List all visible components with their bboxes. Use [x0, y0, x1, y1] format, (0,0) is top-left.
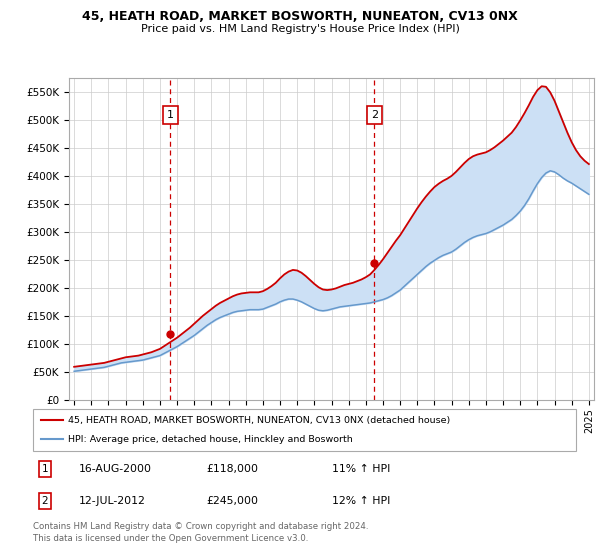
- Text: Price paid vs. HM Land Registry's House Price Index (HPI): Price paid vs. HM Land Registry's House …: [140, 24, 460, 34]
- Text: 11% ↑ HPI: 11% ↑ HPI: [332, 464, 390, 474]
- Text: Contains HM Land Registry data © Crown copyright and database right 2024.
This d: Contains HM Land Registry data © Crown c…: [33, 522, 368, 543]
- Text: 12% ↑ HPI: 12% ↑ HPI: [332, 496, 390, 506]
- Text: £245,000: £245,000: [207, 496, 259, 506]
- Text: 1: 1: [41, 464, 48, 474]
- Text: 1: 1: [167, 110, 174, 120]
- Text: 45, HEATH ROAD, MARKET BOSWORTH, NUNEATON, CV13 0NX (detached house): 45, HEATH ROAD, MARKET BOSWORTH, NUNEATO…: [68, 416, 451, 424]
- Text: 16-AUG-2000: 16-AUG-2000: [79, 464, 152, 474]
- Text: £118,000: £118,000: [207, 464, 259, 474]
- Text: 12-JUL-2012: 12-JUL-2012: [79, 496, 146, 506]
- Text: HPI: Average price, detached house, Hinckley and Bosworth: HPI: Average price, detached house, Hinc…: [68, 435, 353, 444]
- Text: 45, HEATH ROAD, MARKET BOSWORTH, NUNEATON, CV13 0NX: 45, HEATH ROAD, MARKET BOSWORTH, NUNEATO…: [82, 10, 518, 23]
- Text: 2: 2: [41, 496, 48, 506]
- Text: 2: 2: [371, 110, 378, 120]
